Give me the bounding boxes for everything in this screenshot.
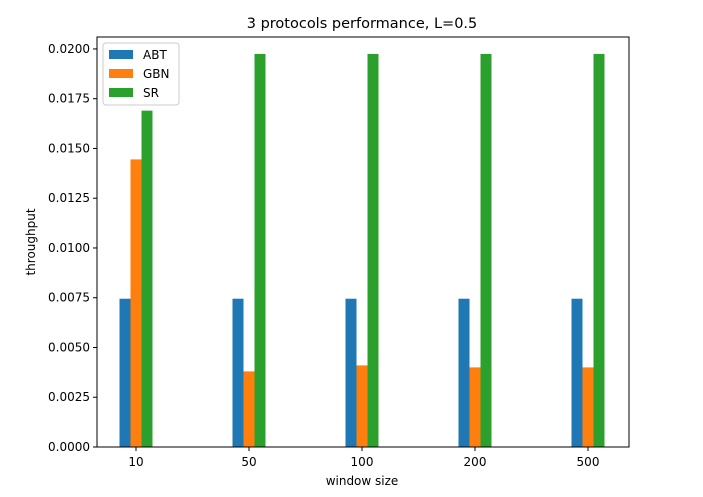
bar-gbn-200 [469, 367, 481, 447]
legend-swatch-gbn [109, 69, 133, 78]
y-tick-label: 0.0175 [48, 92, 90, 106]
x-tick-label: 500 [577, 455, 600, 469]
bar-abt-200 [458, 298, 470, 447]
y-axis-label: throughput [24, 208, 38, 275]
y-tick-label: 0.0025 [48, 390, 90, 404]
bar-gbn-500 [582, 367, 594, 447]
legend-label-gbn: GBN [143, 67, 170, 81]
y-tick-label: 0.0125 [48, 191, 90, 205]
bar-gbn-50 [243, 371, 255, 447]
y-tick-label: 0.0050 [48, 340, 90, 354]
bar-abt-10 [119, 298, 131, 447]
bar-sr-200 [480, 53, 492, 447]
plot-frame [96, 36, 630, 448]
x-axis: 10 50 100 200 500 [128, 447, 599, 469]
x-tick-label: 100 [351, 455, 374, 469]
y-tick-label: 0.0200 [48, 42, 90, 56]
bar-sr-10 [141, 110, 153, 447]
y-tick-label: 0.0150 [48, 141, 90, 155]
chart-title: 3 protocols performance, L=0.5 [247, 16, 478, 32]
bar-abt-50 [232, 298, 244, 447]
y-tick-label: 0.0100 [48, 241, 90, 255]
bar-gbn-100 [356, 365, 368, 447]
y-tick-label: 0.0075 [48, 291, 90, 305]
legend-swatch-abt [109, 50, 133, 59]
bar-gbn-10 [130, 159, 142, 448]
bars-layer [119, 53, 605, 448]
y-axis: 0.0000 0.0025 0.0050 0.0075 0.0100 0.0125 0.01… [48, 42, 97, 454]
legend-label-abt: ABT [143, 48, 167, 62]
x-axis-label: window size [326, 474, 399, 488]
x-tick-label: 10 [128, 455, 143, 469]
x-tick-label: 200 [464, 455, 487, 469]
bar-abt-500 [571, 298, 583, 447]
legend-swatch-sr [109, 88, 133, 97]
legend: ABT GBN SR [102, 42, 180, 106]
bar-abt-100 [345, 298, 357, 447]
bar-sr-500 [593, 53, 605, 447]
y-tick-label: 0.0000 [48, 440, 90, 454]
bar-sr-100 [367, 53, 379, 447]
x-tick-label: 50 [241, 455, 256, 469]
bar-sr-50 [254, 53, 266, 447]
legend-label-sr: SR [143, 86, 159, 100]
